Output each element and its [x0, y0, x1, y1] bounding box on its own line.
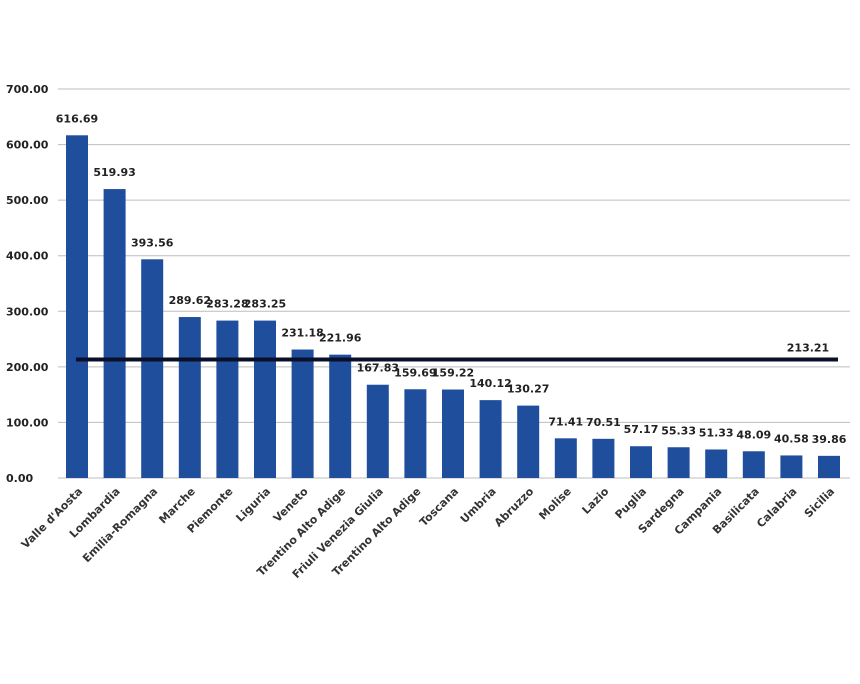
bar-value-label: 283.25 [244, 298, 286, 311]
bar [442, 389, 464, 478]
bar-value-label: 140.12 [469, 377, 511, 390]
y-tick-label: 300.00 [6, 305, 49, 318]
x-category-label: Liguria [233, 485, 273, 525]
bar [818, 455, 840, 478]
bar-value-label: 283.28 [206, 298, 248, 311]
bar-value-label: 393.56 [131, 236, 174, 249]
x-category-label: Valle d'Aosta [19, 485, 85, 551]
bar [592, 438, 615, 478]
bar-value-label: 616.69 [56, 112, 98, 125]
bar [103, 189, 126, 478]
bar-value-label: 57.17 [624, 423, 659, 436]
reference-line-group: 213.21 [76, 342, 838, 362]
bar-value-label: 519.93 [93, 166, 135, 179]
bar [366, 384, 389, 478]
x-category-label: Lazio [580, 485, 612, 517]
x-category-label: Toscana [417, 485, 461, 529]
bar [254, 320, 276, 478]
bar-value-label: 159.22 [432, 367, 474, 380]
bar [404, 389, 427, 478]
y-tick-label: 0.00 [6, 472, 33, 485]
y-tick-label: 600.00 [6, 139, 49, 152]
bar-value-label: 48.09 [736, 428, 771, 441]
x-category-label: Puglia [613, 485, 650, 522]
bar [178, 317, 201, 478]
bar-value-label: 231.18 [281, 327, 323, 340]
bar [66, 135, 88, 478]
bar-value-label: 289.62 [169, 294, 211, 307]
bar [216, 320, 239, 478]
x-category-label: Emilia-Romagna [80, 485, 160, 565]
bar-value-label: 167.83 [357, 362, 399, 375]
bar [742, 451, 765, 478]
y-tick-label: 700.00 [6, 83, 49, 96]
x-category-label: Sicilia [802, 485, 837, 520]
bar-value-label: 70.51 [586, 416, 621, 429]
bar [554, 438, 577, 478]
bar-value-label: 221.96 [319, 332, 362, 345]
bar-value-label: 51.33 [699, 426, 734, 439]
bar [630, 446, 652, 478]
x-category-label: Abruzzo [492, 485, 537, 530]
bar-value-label: 71.41 [548, 415, 583, 428]
x-axis-labels: Valle d'AostaLombardiaEmilia-RomagnaMarc… [19, 485, 837, 581]
bars [66, 135, 840, 478]
bar [141, 259, 164, 478]
y-axis-ticks: 0.00 100.00 200.00 300.00 400.00 500.00 600.00… [6, 83, 49, 485]
bar-value-label: 55.33 [661, 424, 696, 437]
y-tick-label: 400.00 [6, 250, 49, 263]
bar [780, 455, 803, 478]
x-category-label: Molise [536, 485, 574, 523]
bar [667, 447, 690, 478]
bar-value-label: 130.27 [507, 383, 549, 396]
x-category-label: Calabria [754, 485, 799, 530]
bar-value-label: 40.58 [774, 432, 809, 445]
bar [705, 449, 728, 478]
bar [291, 349, 314, 478]
bar [479, 400, 502, 478]
bar-value-label: 159.69 [394, 366, 436, 379]
y-tick-label: 500.00 [6, 194, 49, 207]
reference-line-label: 213.21 [787, 342, 829, 355]
bar [329, 354, 352, 478]
y-tick-label: 200.00 [6, 361, 49, 374]
bar [517, 405, 540, 478]
y-tick-label: 100.00 [6, 416, 49, 429]
bar-value-label: 39.86 [812, 433, 847, 446]
